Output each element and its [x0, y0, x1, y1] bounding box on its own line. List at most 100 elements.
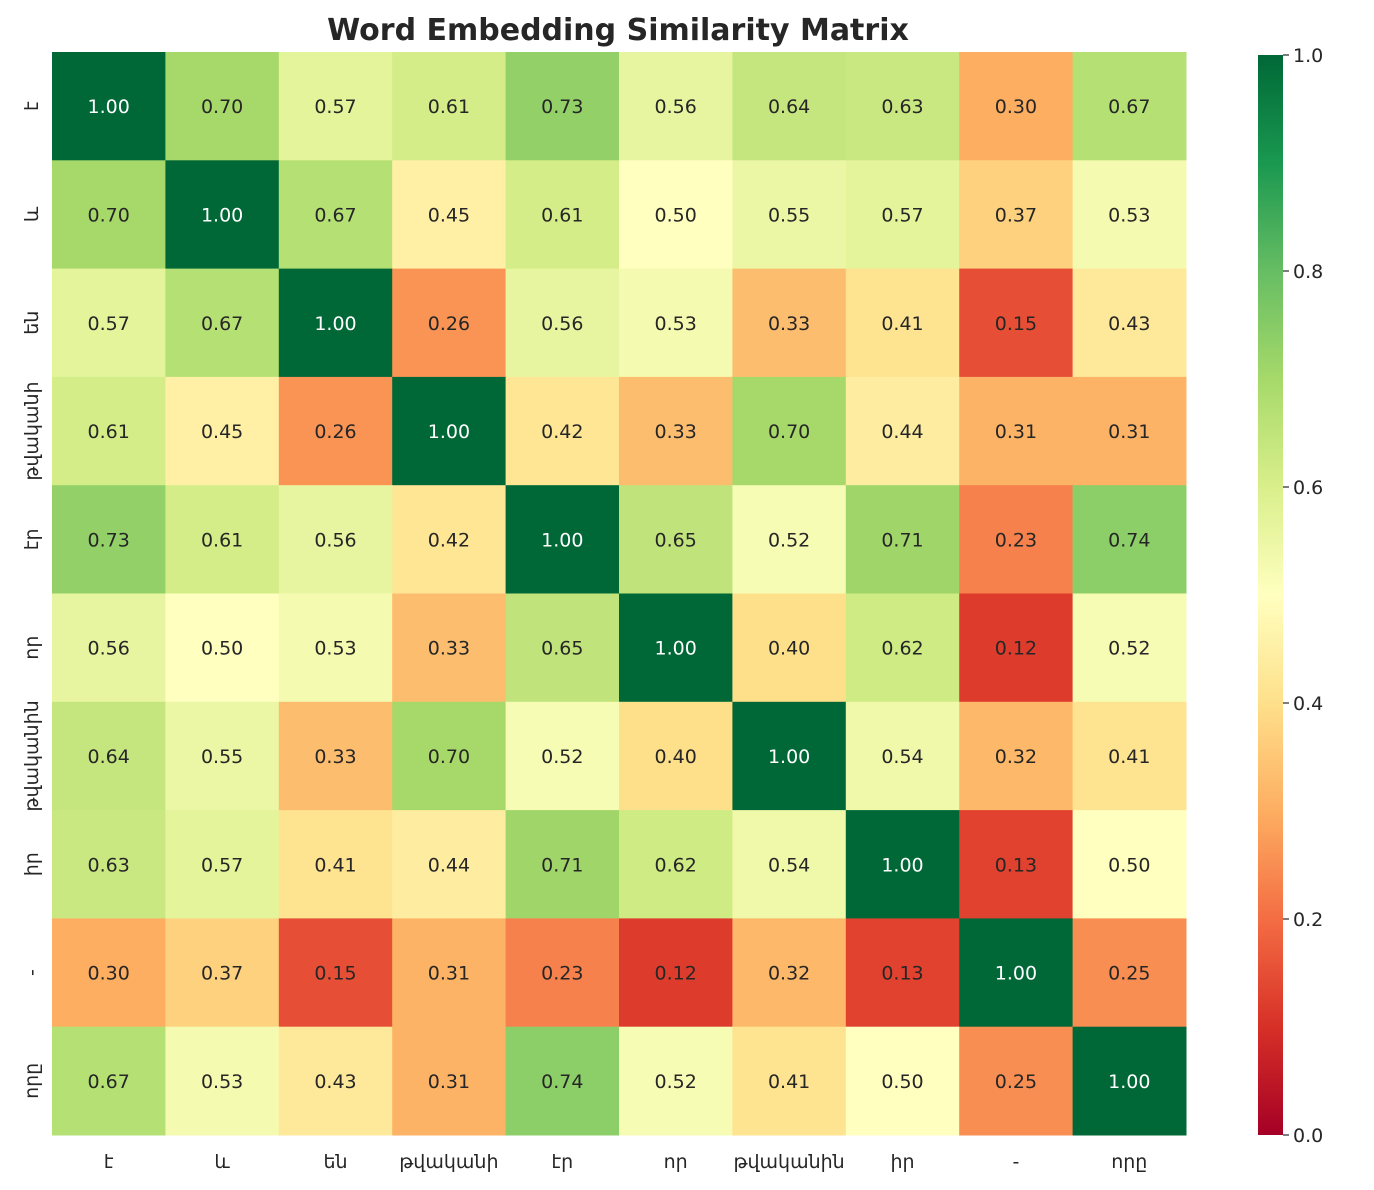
heatmap-cell — [392, 1026, 507, 1136]
cell-annotation: 0.55 — [201, 746, 243, 768]
heatmap-cell — [505, 268, 620, 378]
cell-annotation: 1.00 — [768, 746, 810, 768]
cell-annotation: 0.65 — [541, 638, 583, 660]
heatmap-cell — [619, 918, 733, 1028]
y-tick-label: էր — [21, 528, 43, 550]
cell-annotation: 0.23 — [995, 529, 1037, 551]
cell-annotation: 0.56 — [655, 96, 697, 118]
heatmap-cell — [52, 376, 166, 486]
heatmap-cell — [959, 268, 1074, 378]
heatmap-cell — [165, 918, 280, 1028]
heatmap-cell — [392, 376, 507, 486]
cell-annotation: 0.57 — [88, 313, 130, 335]
heatmap-cell — [505, 1026, 620, 1136]
heatmap-cell — [278, 593, 393, 703]
cell-annotation: 0.31 — [1108, 421, 1150, 443]
heatmap-cell — [619, 268, 733, 378]
cell-annotation: 0.53 — [655, 313, 697, 335]
heatmap-cell — [845, 52, 960, 161]
heatmap-cell — [732, 593, 847, 703]
cell-annotation: 0.37 — [201, 963, 243, 985]
heatmap-cell — [1072, 810, 1187, 919]
cell-annotation: 0.55 — [768, 204, 810, 226]
heatmap-cell — [1072, 918, 1187, 1028]
cell-annotation: 0.74 — [1108, 529, 1150, 551]
heatmap-cell — [278, 918, 393, 1028]
cell-annotation: 0.52 — [541, 746, 583, 768]
cell-annotation: 0.64 — [768, 96, 810, 118]
heatmap-cell — [505, 376, 620, 486]
heatmap-cell — [845, 810, 960, 919]
cell-annotation: 0.71 — [881, 529, 923, 551]
heatmap-cell — [165, 376, 280, 486]
cell-annotation: 0.70 — [88, 204, 130, 226]
cell-annotation: 0.50 — [655, 204, 697, 226]
heatmap-cell — [1072, 160, 1187, 270]
x-tick-label: է — [104, 1151, 114, 1173]
cell-annotation: 0.63 — [881, 96, 923, 118]
heatmap-cell — [619, 160, 733, 270]
cell-annotation: 0.15 — [995, 313, 1037, 335]
cell-annotation: 0.54 — [881, 746, 923, 768]
heatmap-cell — [165, 268, 280, 378]
cell-annotation: 0.56 — [314, 529, 356, 551]
cell-annotation: 0.52 — [768, 529, 810, 551]
heatmap-cell — [959, 1026, 1074, 1136]
heatmap-cell — [845, 485, 960, 594]
heatmap-cell — [845, 376, 960, 486]
colorbar-tick-label: 0.6 — [1293, 477, 1323, 499]
x-tick-label: էր — [551, 1151, 573, 1173]
heatmap-cell — [165, 160, 280, 270]
cell-annotation: 0.41 — [768, 1071, 810, 1093]
heatmap-cell — [959, 160, 1074, 270]
cell-annotation: 1.00 — [201, 204, 243, 226]
cell-annotation: 1.00 — [995, 963, 1037, 985]
cell-annotation: 0.33 — [768, 313, 810, 335]
colorbar-tick-label: 0.2 — [1293, 909, 1323, 931]
cell-annotation: 0.70 — [768, 421, 810, 443]
heatmap-cell — [732, 918, 847, 1028]
heatmap-cell — [1072, 376, 1187, 486]
cell-annotation: 0.31 — [428, 963, 470, 985]
x-tick-label: որ — [664, 1151, 688, 1173]
cell-annotation: 0.52 — [655, 1071, 697, 1093]
cell-annotation: 0.42 — [428, 529, 470, 551]
cell-annotation: 0.43 — [1108, 313, 1150, 335]
colorbar-tick-label: 1.0 — [1293, 45, 1323, 67]
cell-annotation: 0.12 — [995, 638, 1037, 660]
heatmap-cell — [165, 593, 280, 703]
heatmap-cell — [845, 701, 960, 811]
heatmap-cell — [732, 376, 847, 486]
cell-annotation: 0.33 — [655, 421, 697, 443]
cell-annotation: 0.26 — [314, 421, 356, 443]
cell-annotation: 0.30 — [88, 963, 130, 985]
cell-annotation: 0.41 — [314, 854, 356, 876]
heatmap-cell — [278, 52, 393, 161]
cell-annotation: 0.61 — [541, 204, 583, 226]
heatmap-cell — [52, 810, 166, 919]
heatmap-cell — [278, 810, 393, 919]
heatmap-cell — [732, 810, 847, 919]
cell-annotation: 0.45 — [201, 421, 243, 443]
colorbar-tick-label: 0.8 — [1293, 261, 1323, 283]
cell-annotation: 0.31 — [995, 421, 1037, 443]
heatmap-cell — [392, 593, 507, 703]
heatmap-cell — [845, 918, 960, 1028]
heatmap-cell — [1072, 52, 1187, 161]
y-tick-label: է — [21, 101, 43, 111]
cell-annotation: 0.63 — [88, 854, 130, 876]
heatmap-cell — [845, 593, 960, 703]
cell-annotation: 0.23 — [541, 963, 583, 985]
cell-annotation: 0.30 — [995, 96, 1037, 118]
cell-annotation: 0.61 — [201, 529, 243, 551]
heatmap-cell — [845, 160, 960, 270]
heatmap-cell — [1072, 485, 1187, 594]
cell-annotation: 0.54 — [768, 854, 810, 876]
cell-annotation: 0.33 — [428, 638, 470, 660]
heatmap-cell — [505, 593, 620, 703]
heatmap-cell — [278, 485, 393, 594]
cell-annotation: 1.00 — [541, 529, 583, 551]
cell-annotation: 0.26 — [428, 313, 470, 335]
cell-annotation: 0.13 — [881, 963, 923, 985]
cell-annotation: 0.37 — [995, 204, 1037, 226]
